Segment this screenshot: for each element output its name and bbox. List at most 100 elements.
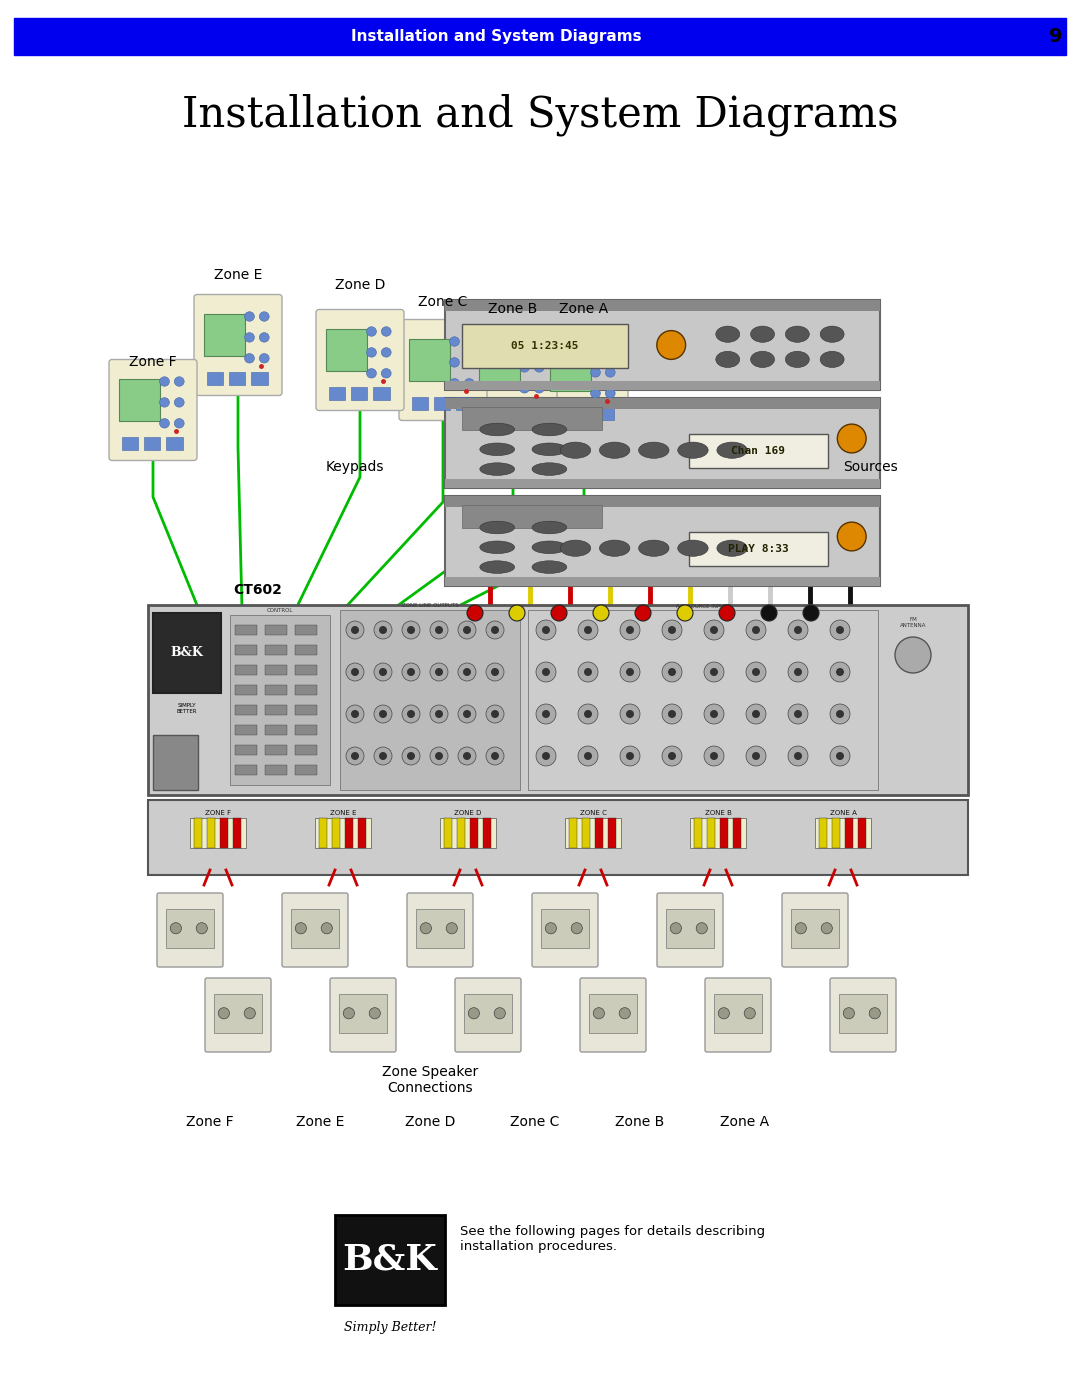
Circle shape <box>351 752 359 760</box>
Bar <box>832 819 840 848</box>
Circle shape <box>746 704 766 724</box>
Bar <box>689 532 827 566</box>
Ellipse shape <box>717 441 747 458</box>
Circle shape <box>620 662 640 682</box>
Text: Chan 169: Chan 169 <box>731 446 785 455</box>
Text: Zone E: Zone E <box>214 268 262 282</box>
Text: Keypads: Keypads <box>326 460 384 474</box>
Circle shape <box>836 668 843 676</box>
Ellipse shape <box>716 351 740 367</box>
Ellipse shape <box>678 541 708 556</box>
Bar <box>445 496 880 507</box>
Ellipse shape <box>381 327 391 337</box>
Circle shape <box>593 605 609 622</box>
Circle shape <box>746 746 766 766</box>
Circle shape <box>831 704 850 724</box>
Ellipse shape <box>820 351 845 367</box>
Bar <box>858 819 866 848</box>
Circle shape <box>379 752 387 760</box>
Circle shape <box>752 752 760 760</box>
Bar <box>417 909 463 947</box>
Circle shape <box>486 664 504 680</box>
Circle shape <box>620 620 640 640</box>
Circle shape <box>719 605 735 622</box>
Ellipse shape <box>480 541 514 553</box>
Bar <box>715 995 761 1032</box>
Circle shape <box>584 668 592 676</box>
Ellipse shape <box>449 337 459 346</box>
Ellipse shape <box>717 541 747 556</box>
Circle shape <box>407 668 415 676</box>
FancyBboxPatch shape <box>469 324 557 426</box>
Ellipse shape <box>381 369 391 379</box>
Bar <box>265 766 287 775</box>
Ellipse shape <box>464 358 474 367</box>
Ellipse shape <box>160 419 170 427</box>
Circle shape <box>794 626 802 634</box>
Circle shape <box>458 622 476 638</box>
Circle shape <box>831 746 850 766</box>
Bar <box>408 338 449 381</box>
Ellipse shape <box>449 379 459 388</box>
Bar <box>295 645 318 655</box>
Ellipse shape <box>532 521 567 534</box>
FancyBboxPatch shape <box>109 359 197 461</box>
Ellipse shape <box>519 384 529 393</box>
Circle shape <box>578 662 598 682</box>
Circle shape <box>837 522 866 550</box>
Bar <box>235 705 257 715</box>
Bar <box>462 504 602 528</box>
Ellipse shape <box>561 441 591 458</box>
Circle shape <box>463 668 471 676</box>
Circle shape <box>578 620 598 640</box>
Text: Zone A: Zone A <box>720 1115 770 1129</box>
Ellipse shape <box>532 443 567 455</box>
Ellipse shape <box>174 419 185 427</box>
Bar <box>694 819 702 848</box>
Ellipse shape <box>366 327 377 337</box>
Bar <box>252 372 268 386</box>
Text: A/V SOURCE INPUTS: A/V SOURCE INPUTS <box>675 604 730 608</box>
Circle shape <box>321 922 333 933</box>
Circle shape <box>374 622 392 638</box>
FancyBboxPatch shape <box>657 893 723 967</box>
Bar <box>265 665 287 675</box>
Bar <box>319 819 327 848</box>
Bar <box>295 745 318 754</box>
Bar <box>339 995 387 1032</box>
Circle shape <box>752 626 760 634</box>
Circle shape <box>710 668 718 676</box>
Bar <box>582 819 590 848</box>
Text: Installation and System Diagrams: Installation and System Diagrams <box>181 94 899 137</box>
Circle shape <box>662 746 681 766</box>
Circle shape <box>551 605 567 622</box>
Bar <box>345 819 353 848</box>
FancyBboxPatch shape <box>831 978 896 1052</box>
Circle shape <box>545 922 556 933</box>
FancyBboxPatch shape <box>157 893 222 967</box>
Circle shape <box>374 664 392 680</box>
Circle shape <box>794 710 802 718</box>
Circle shape <box>435 668 443 676</box>
Circle shape <box>626 626 634 634</box>
Bar <box>295 725 318 735</box>
Circle shape <box>491 626 499 634</box>
Ellipse shape <box>785 351 809 367</box>
Ellipse shape <box>561 541 591 556</box>
Circle shape <box>542 668 550 676</box>
Circle shape <box>662 620 681 640</box>
Bar <box>411 397 429 409</box>
Bar <box>689 434 827 468</box>
Circle shape <box>657 331 686 359</box>
Circle shape <box>869 1007 880 1018</box>
Bar <box>550 349 591 391</box>
Bar <box>528 610 878 789</box>
Text: ZONE E: ZONE E <box>329 810 356 816</box>
Ellipse shape <box>591 367 600 377</box>
Bar <box>235 766 257 775</box>
Circle shape <box>542 710 550 718</box>
Bar <box>575 407 592 420</box>
Ellipse shape <box>259 332 269 342</box>
Circle shape <box>491 668 499 676</box>
Bar <box>457 819 465 848</box>
